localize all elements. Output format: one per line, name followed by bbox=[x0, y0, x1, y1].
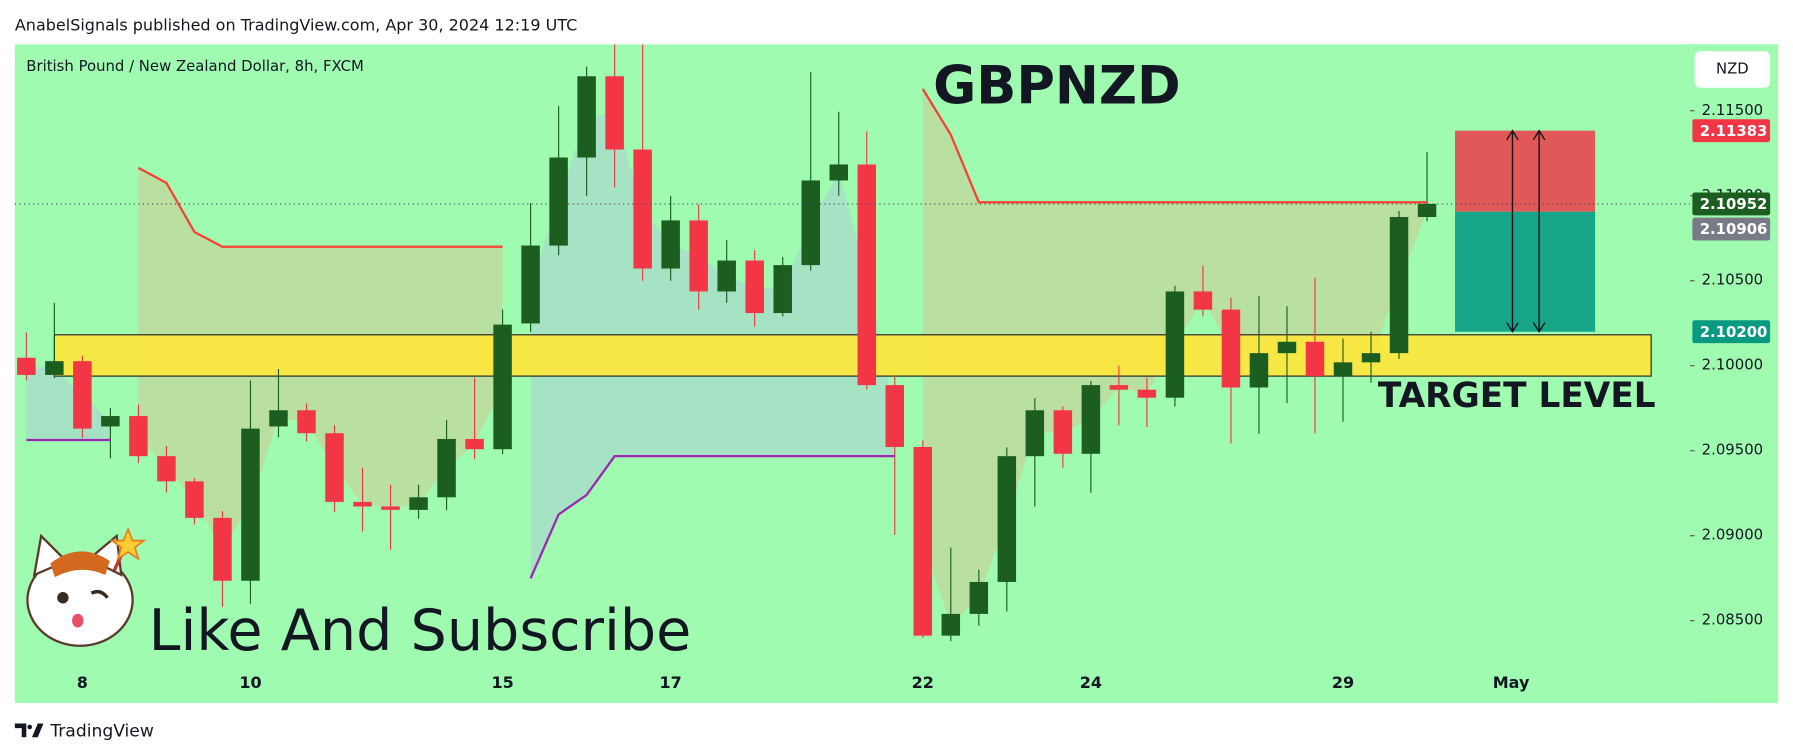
candle-body bbox=[633, 149, 652, 269]
candle-body bbox=[885, 385, 905, 447]
candle-body bbox=[101, 416, 120, 427]
candle-body bbox=[997, 456, 1017, 582]
candle-body bbox=[773, 265, 792, 314]
candle-body bbox=[1109, 385, 1129, 390]
x-tick-label: 24 bbox=[1080, 673, 1102, 692]
chart-title: GBPNZD bbox=[933, 56, 1181, 117]
candle-body bbox=[213, 517, 232, 581]
profit-box bbox=[1455, 211, 1596, 332]
caption: Like And Subscribe bbox=[149, 598, 692, 664]
candle-body bbox=[829, 164, 848, 181]
candle-body bbox=[269, 410, 288, 427]
candle-body bbox=[129, 416, 148, 457]
price-tag bbox=[1692, 320, 1771, 344]
symbol: British Pound / New Zealand Dollar, 8h, … bbox=[26, 57, 364, 75]
candle-body bbox=[409, 497, 428, 510]
candle-body bbox=[1361, 353, 1381, 363]
candle-body bbox=[1277, 341, 1297, 354]
candle-body bbox=[549, 157, 568, 246]
y-tick-label: 2.10000 bbox=[1702, 356, 1763, 374]
x-tick-label: May bbox=[1493, 673, 1530, 692]
y-tick-label: 2.09000 bbox=[1702, 526, 1763, 544]
price-axis bbox=[1690, 44, 1779, 703]
tv-logo bbox=[14, 723, 44, 738]
candle-body bbox=[325, 433, 344, 502]
candle-body bbox=[1165, 291, 1185, 398]
zone-label: TARGET LEVEL bbox=[1378, 376, 1656, 416]
lower-line bbox=[26, 438, 895, 579]
price-tag-label: 2.10906 bbox=[1700, 220, 1768, 238]
x-tick-label: 29 bbox=[1332, 673, 1354, 692]
candle-body bbox=[745, 260, 764, 314]
x-tick-label: 8 bbox=[77, 673, 88, 692]
y-tick-label: 2.08500 bbox=[1702, 611, 1763, 629]
candle-body bbox=[493, 324, 512, 450]
candle-body bbox=[1081, 385, 1101, 454]
candle-body bbox=[1389, 217, 1409, 354]
cat-sticker bbox=[26, 526, 147, 647]
x-tick-label: 22 bbox=[912, 673, 934, 692]
candle-body bbox=[661, 220, 680, 269]
currency-label: NZD bbox=[1716, 59, 1749, 77]
price-tag bbox=[1692, 192, 1771, 216]
range-arrow bbox=[1532, 129, 1546, 334]
candle-body bbox=[1053, 410, 1073, 454]
candle-body bbox=[185, 481, 204, 518]
range-arrow bbox=[1506, 129, 1519, 334]
currency-button[interactable] bbox=[1694, 51, 1771, 88]
candle-body bbox=[465, 438, 484, 450]
candle-body bbox=[241, 428, 260, 581]
candle-body bbox=[1417, 203, 1437, 218]
price-tag-label: 2.10952 bbox=[1700, 195, 1768, 213]
candle-body bbox=[941, 613, 961, 636]
candle-body bbox=[73, 361, 92, 429]
candle-body bbox=[1137, 389, 1157, 398]
candle-body bbox=[689, 220, 708, 292]
candle-body bbox=[969, 581, 989, 614]
y-tick-label: 2.09500 bbox=[1702, 441, 1763, 459]
candle-body bbox=[1305, 341, 1325, 377]
header: AnabelSignals published on TradingView.c… bbox=[15, 16, 577, 35]
candle-body bbox=[1221, 309, 1241, 388]
candle-body bbox=[605, 76, 624, 150]
candle-body bbox=[381, 506, 400, 510]
candle-body bbox=[297, 410, 316, 434]
x-tick-label: 10 bbox=[239, 673, 261, 692]
candle-body bbox=[1193, 291, 1213, 310]
candle-body bbox=[1025, 410, 1045, 457]
candle-body bbox=[1333, 362, 1353, 377]
candle-body bbox=[801, 180, 820, 266]
upper-fill bbox=[922, 89, 1428, 625]
candle-body bbox=[717, 260, 736, 292]
upper-line bbox=[137, 88, 1428, 248]
candle-body bbox=[857, 164, 877, 386]
candle-body bbox=[1249, 353, 1269, 388]
y-tick-label: 2.11500 bbox=[1702, 101, 1763, 119]
candle-body bbox=[913, 446, 933, 636]
footer-brand: TradingView bbox=[49, 722, 154, 742]
x-tick-label: 15 bbox=[491, 673, 513, 692]
y-tick-label: 2.10500 bbox=[1702, 271, 1763, 289]
candle-body bbox=[577, 76, 596, 158]
candle-body bbox=[45, 361, 64, 375]
price-tag-label: 2.10200 bbox=[1700, 323, 1768, 341]
candle-body bbox=[353, 501, 372, 507]
target-zone bbox=[53, 334, 1652, 377]
candle-body bbox=[521, 245, 540, 324]
price-tag bbox=[1692, 217, 1771, 241]
stop-box bbox=[1455, 130, 1596, 212]
x-tick-label: 17 bbox=[660, 673, 682, 692]
candle-body bbox=[437, 438, 456, 498]
price-tag-label: 2.11383 bbox=[1700, 122, 1768, 140]
price-tag bbox=[1692, 119, 1771, 143]
candle-body bbox=[157, 456, 176, 482]
candle-body bbox=[17, 357, 36, 375]
